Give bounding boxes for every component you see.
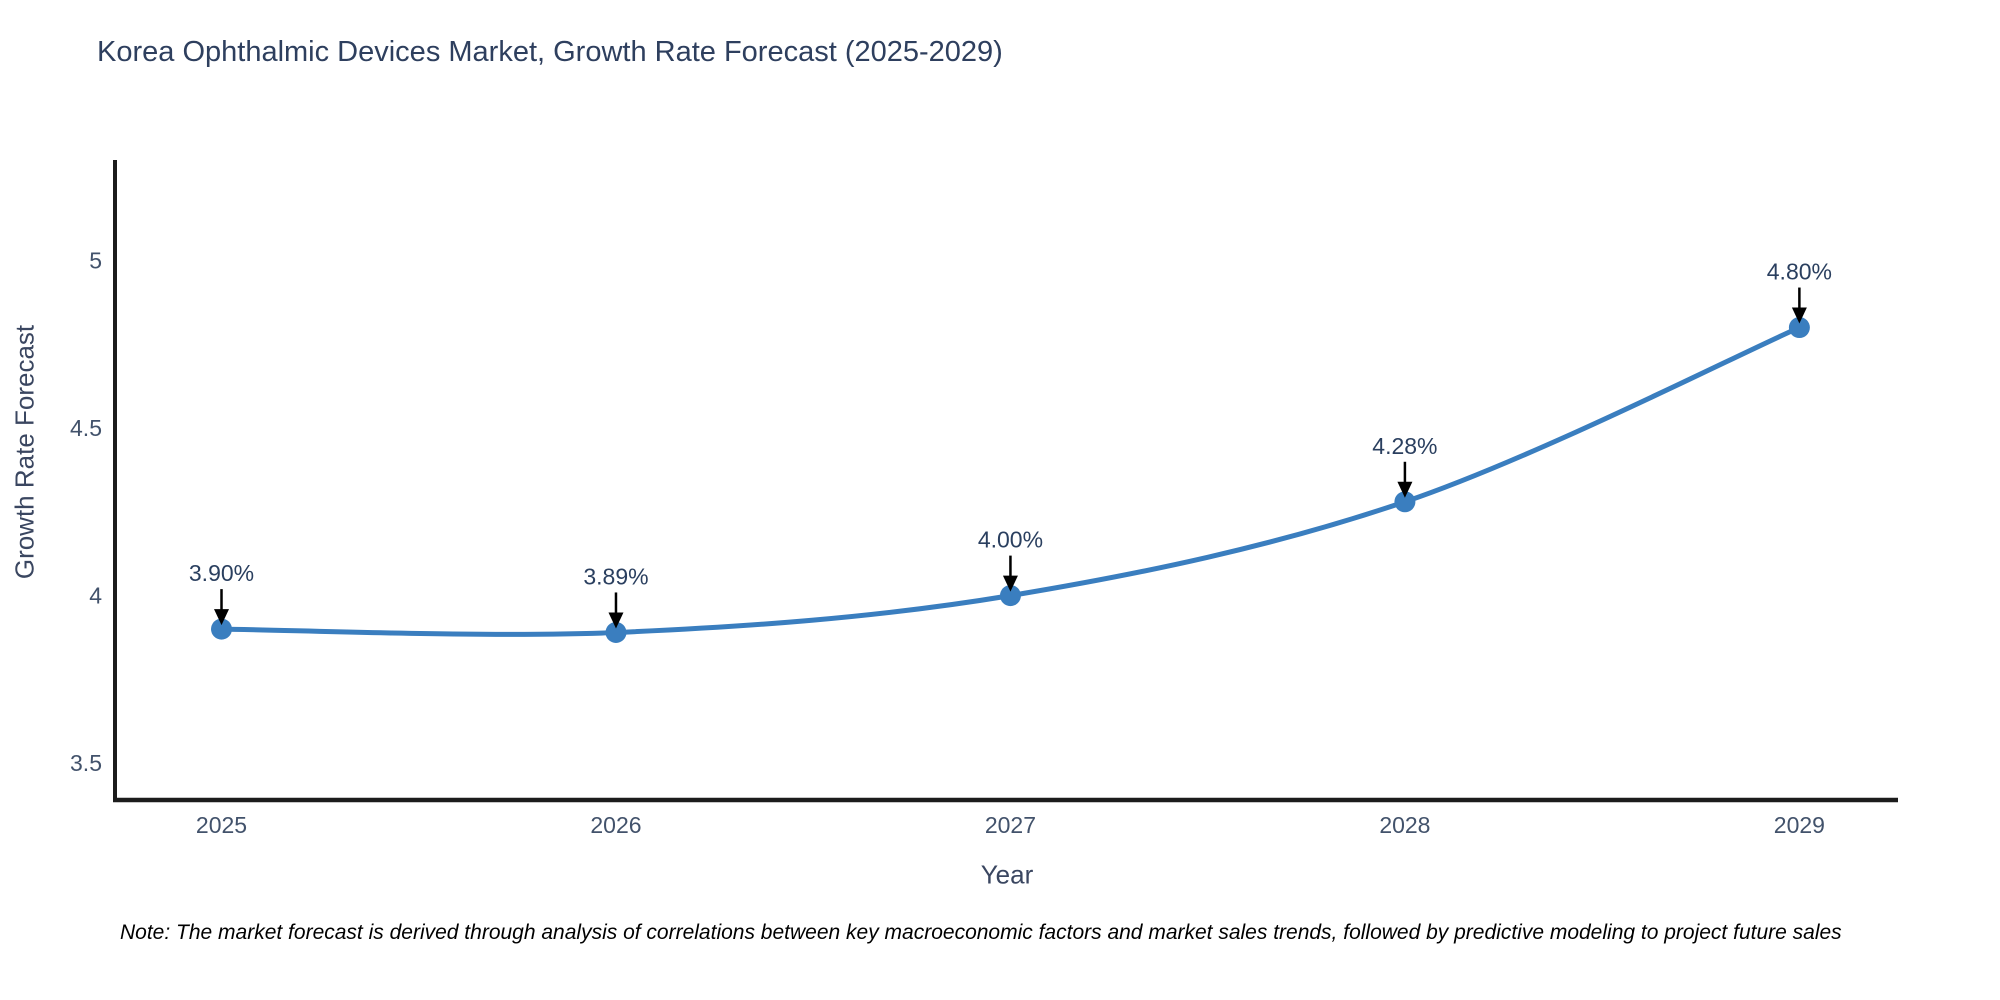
- y-axis-title: Growth Rate Forecast: [9, 324, 40, 580]
- x-tick-label: 2029: [1774, 812, 1825, 838]
- footnote: Note: The market forecast is derived thr…: [120, 921, 1842, 944]
- annotation-arrowhead: [1397, 481, 1413, 498]
- annotation-arrowhead: [608, 612, 624, 629]
- x-axis-title: Year: [980, 859, 1034, 890]
- y-tick-label: 3.5: [70, 750, 102, 776]
- x-tick-label: 2026: [590, 812, 641, 838]
- y-tick-label: 5: [89, 248, 102, 274]
- data-point-label: 4.80%: [1767, 259, 1832, 285]
- data-point[interactable]: [999, 585, 1021, 607]
- annotation-arrowhead: [214, 609, 230, 626]
- y-tick-label: 4: [89, 583, 102, 609]
- x-tick-label: 2028: [1379, 812, 1430, 838]
- data-point[interactable]: [605, 621, 627, 643]
- y-tick-label: 4.5: [70, 415, 102, 441]
- data-point[interactable]: [211, 618, 233, 640]
- annotation-arrowhead: [1791, 307, 1807, 324]
- data-point-label: 4.28%: [1372, 433, 1437, 459]
- data-point[interactable]: [1788, 317, 1810, 339]
- data-point[interactable]: [1394, 491, 1416, 513]
- annotation-arrowhead: [1002, 575, 1018, 592]
- x-tick-label: 2025: [196, 812, 247, 838]
- x-tick-label: 2027: [985, 812, 1036, 838]
- data-point-label: 3.89%: [583, 563, 648, 589]
- chart-title: Korea Ophthalmic Devices Market, Growth …: [97, 36, 1003, 68]
- data-point-label: 3.90%: [189, 560, 254, 586]
- data-point-label: 4.00%: [978, 527, 1043, 553]
